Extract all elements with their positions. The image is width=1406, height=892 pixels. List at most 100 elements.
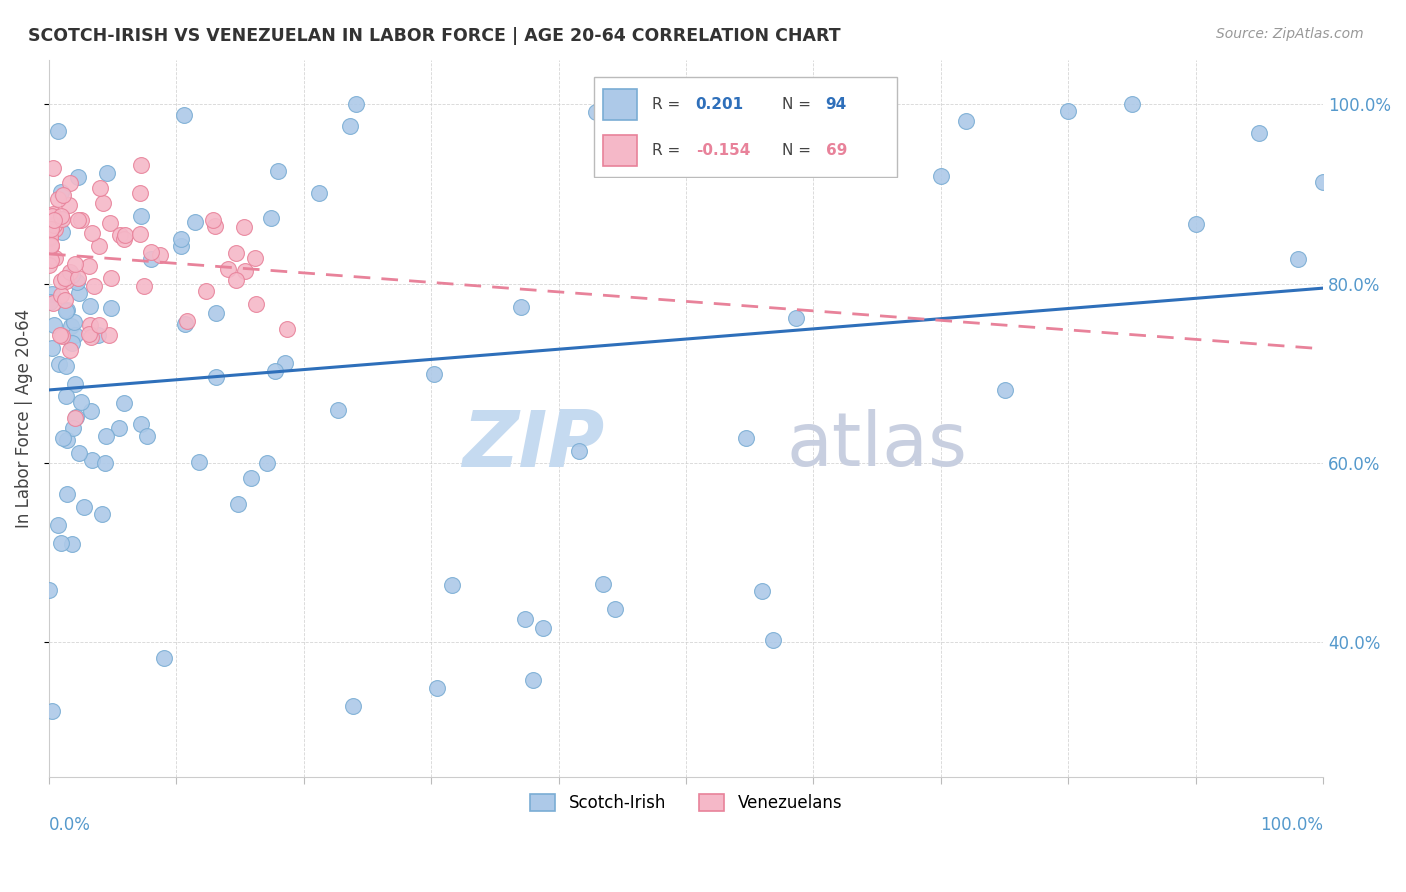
Point <box>94 456 117 470</box>
Point <box>46 517 69 532</box>
Point <box>39 238 62 252</box>
Text: atlas: atlas <box>787 409 967 482</box>
Point <box>49 288 72 302</box>
Point <box>62 421 84 435</box>
Point <box>44 219 66 233</box>
Legend: Scotch-Irish, Venezuelans: Scotch-Irish, Venezuelans <box>523 787 849 819</box>
Text: SCOTCH-IRISH VS VENEZUELAN IN LABOR FORCE | AGE 20-64 CORRELATION CHART: SCOTCH-IRISH VS VENEZUELAN IN LABOR FORC… <box>28 27 841 45</box>
Point <box>173 108 195 122</box>
Point <box>232 219 254 234</box>
Point <box>44 251 66 265</box>
Point <box>201 213 224 227</box>
Point <box>91 507 114 521</box>
Point <box>39 222 62 236</box>
Point <box>41 296 63 310</box>
Point <box>41 341 63 355</box>
Point <box>509 300 531 314</box>
Point <box>139 245 162 260</box>
Point <box>67 446 90 460</box>
Point <box>226 497 249 511</box>
Point <box>217 261 239 276</box>
Point <box>79 318 101 333</box>
Text: N =: N = <box>782 144 815 158</box>
Text: 0.201: 0.201 <box>696 97 744 112</box>
Point <box>44 222 66 236</box>
Point <box>194 284 217 298</box>
Point <box>65 377 87 392</box>
Point <box>274 356 297 370</box>
Point <box>51 274 73 288</box>
Point <box>46 192 69 206</box>
Point <box>339 120 361 134</box>
Point <box>344 97 367 112</box>
Text: R =: R = <box>652 97 686 112</box>
Point <box>69 213 91 227</box>
Text: 69: 69 <box>825 144 846 158</box>
Point <box>51 225 73 239</box>
Point <box>59 265 82 279</box>
Point <box>91 195 114 210</box>
Point <box>112 396 135 410</box>
Point <box>98 328 121 343</box>
Point <box>48 357 70 371</box>
Point <box>52 187 75 202</box>
Y-axis label: In Labor Force | Age 20-64: In Labor Force | Age 20-64 <box>15 309 32 528</box>
Point <box>70 395 93 409</box>
Point <box>51 209 73 223</box>
Point <box>59 343 82 358</box>
Point <box>169 239 191 253</box>
Point <box>240 471 263 485</box>
Point <box>62 335 84 350</box>
Point <box>44 318 66 332</box>
Point <box>38 231 60 245</box>
Point <box>225 246 247 260</box>
Point <box>77 259 100 273</box>
Point <box>53 293 76 307</box>
Point <box>149 248 172 262</box>
Point <box>53 271 76 285</box>
Point <box>264 364 287 378</box>
Point <box>38 582 60 597</box>
Point <box>55 487 77 501</box>
Text: 0.0%: 0.0% <box>49 816 91 834</box>
Point <box>77 326 100 341</box>
Point <box>41 209 63 223</box>
Point <box>1249 126 1271 140</box>
Point <box>100 301 122 315</box>
Point <box>276 322 298 336</box>
Point <box>107 421 129 435</box>
Point <box>39 252 62 267</box>
Point <box>267 164 290 178</box>
Point <box>56 433 79 447</box>
Point <box>129 158 152 172</box>
Point <box>112 232 135 246</box>
Point <box>60 537 83 551</box>
Point <box>83 279 105 293</box>
Point <box>67 213 90 227</box>
Point <box>65 409 87 424</box>
Point <box>73 500 96 515</box>
Point <box>531 621 554 635</box>
Point <box>55 389 77 403</box>
Point <box>426 681 449 696</box>
Point <box>1057 103 1080 118</box>
Point <box>342 698 364 713</box>
Point <box>66 275 89 289</box>
Point <box>82 452 104 467</box>
Point <box>994 383 1017 397</box>
Point <box>59 176 82 190</box>
Point <box>592 576 614 591</box>
Text: ZIP: ZIP <box>463 407 605 483</box>
Point <box>39 239 62 253</box>
Point <box>39 295 62 310</box>
Point <box>243 251 266 265</box>
Text: N =: N = <box>782 97 815 112</box>
Point <box>568 443 591 458</box>
Point <box>60 318 83 333</box>
Point <box>170 231 193 245</box>
Point <box>1121 97 1143 112</box>
Point <box>52 431 75 445</box>
Point <box>260 211 283 225</box>
Point <box>173 317 195 331</box>
Point <box>762 632 785 647</box>
